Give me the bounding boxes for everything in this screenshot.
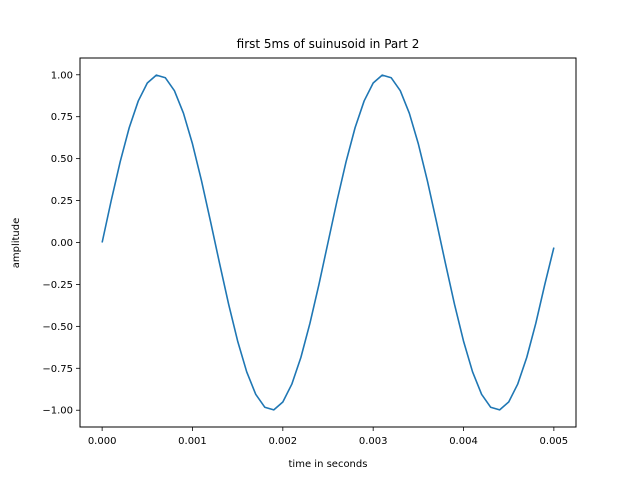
x-tick-label: 0.000 <box>88 436 117 447</box>
y-tick-label: 0.50 <box>51 154 73 165</box>
chart-title: first 5ms of suinusoid in Part 2 <box>237 37 420 51</box>
y-tick-label: −0.75 <box>42 364 73 375</box>
y-tick-label: −0.25 <box>42 280 73 291</box>
x-tick-label: 0.005 <box>540 436 569 447</box>
plot-area <box>101 74 555 411</box>
x-axis: 0.000 0.001 0.002 0.003 0.004 0.005 <box>88 427 568 447</box>
x-tick-label: 0.001 <box>178 436 207 447</box>
y-tick-label: −0.50 <box>42 322 73 333</box>
y-tick-label: 1.00 <box>51 70 73 81</box>
x-tick-label: 0.003 <box>359 436 388 447</box>
y-axis-label: amplitude <box>11 218 22 269</box>
y-tick-label: −1.00 <box>42 406 73 417</box>
y-axis: −1.00 −0.75 −0.50 −0.25 0.00 0.25 0.50 0.75 1.00 <box>42 70 80 417</box>
x-tick-label: 0.004 <box>449 436 478 447</box>
y-tick-label: 0.25 <box>51 196 73 207</box>
series-line-0 <box>101 74 555 411</box>
y-tick-label: 0.00 <box>51 238 73 249</box>
x-axis-label: time in seconds <box>289 459 368 470</box>
y-tick-label: 0.75 <box>51 112 73 123</box>
x-tick-label: 0.002 <box>269 436 298 447</box>
